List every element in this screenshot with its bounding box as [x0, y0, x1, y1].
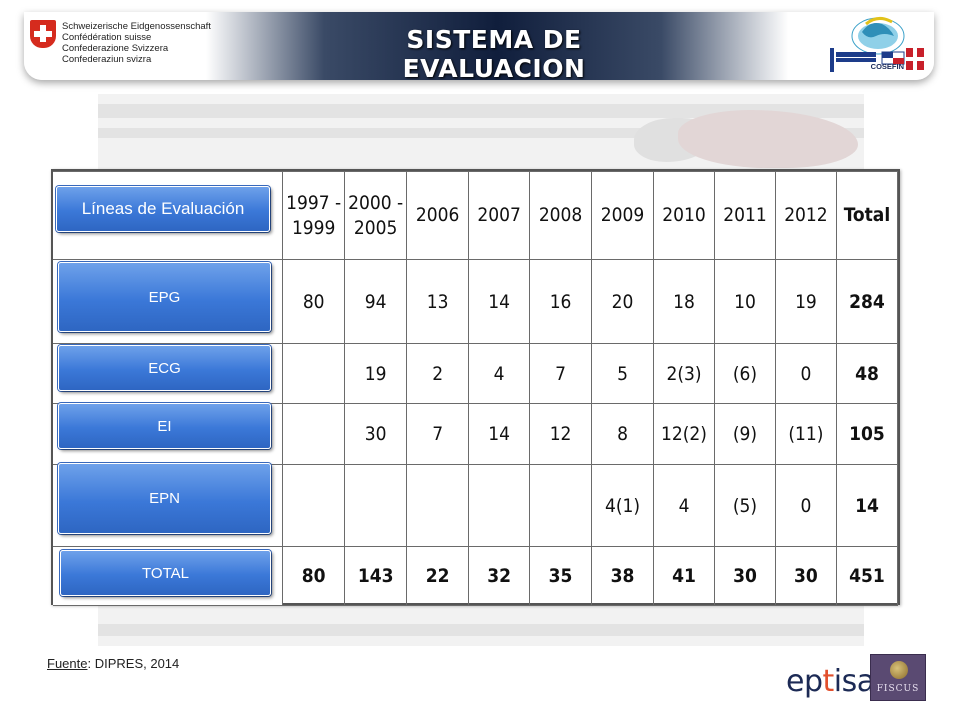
- table-cell-total: 105: [835, 403, 899, 465]
- header-banner: Schweizerische Eidgenossenschaft Confédé…: [24, 12, 934, 80]
- table-cell: 16: [529, 259, 593, 344]
- page-title: SISTEMA DE EVALUACION: [402, 25, 586, 80]
- table-cell: 7: [406, 403, 470, 465]
- table-cell: 20: [591, 259, 655, 344]
- table-cell-total: 14: [835, 464, 899, 547]
- swiss-line: Confédération suisse: [62, 32, 152, 43]
- table-cell: 2(3): [653, 343, 715, 404]
- table-cell: 4: [653, 464, 715, 547]
- table-cell: 7: [529, 343, 593, 404]
- swiss-line: Confederazione Svizzera: [62, 43, 169, 54]
- source-note: Fuente: DIPRES, 2014: [47, 656, 179, 671]
- swiss-line: Confederaziun svizra: [62, 54, 152, 65]
- column-header: 2006: [406, 171, 470, 260]
- source-label: Fuente: [47, 656, 88, 671]
- table-cell: 80: [282, 259, 346, 344]
- fiscus-logo: FISCUS: [870, 654, 926, 701]
- column-header: 2009: [591, 171, 655, 260]
- eptisa-logo: eptisa: [786, 664, 875, 699]
- table-cell: 14: [468, 403, 531, 465]
- table-cell: [529, 464, 593, 547]
- table-cell: 30: [713, 546, 776, 606]
- table-cell: 19: [774, 259, 837, 344]
- table-cell: 41: [653, 546, 715, 606]
- cosefin-label: COSEFIN: [870, 62, 904, 71]
- table-cell: 35: [529, 546, 593, 606]
- table-cell: 19: [344, 343, 408, 404]
- ecg-button[interactable]: ECG: [58, 345, 271, 391]
- column-header-label: 2000 - 2005: [348, 191, 404, 239]
- table-cell: [282, 403, 346, 465]
- table-cell: (5): [713, 464, 776, 547]
- table-cell: 38: [591, 546, 655, 606]
- ei-button[interactable]: EI: [58, 403, 271, 449]
- table-cell: (9): [713, 403, 776, 465]
- table-cell: 30: [344, 403, 408, 465]
- table-cell: 4(1): [591, 464, 655, 547]
- table-cell: 143: [344, 546, 408, 606]
- cosefin-logo: [830, 17, 924, 72]
- table-cell: 14: [468, 259, 531, 344]
- column-header-label: 1997 - 1999: [286, 191, 342, 239]
- table-cell: [282, 343, 346, 404]
- table-cell: 12(2): [653, 403, 715, 465]
- table-cell: [468, 464, 531, 547]
- table-cell: 30: [774, 546, 837, 606]
- table-cell: 94: [344, 259, 408, 344]
- table-cell: 32: [468, 546, 531, 606]
- table-cell: (11): [774, 403, 837, 465]
- fiscus-label: FISCUS: [876, 684, 920, 694]
- swiss-line: Schweizerische Eidgenossenschaft: [62, 21, 211, 32]
- evaluation-lines-header-button[interactable]: Líneas de Evaluación: [56, 186, 270, 232]
- table-cell: 22: [406, 546, 470, 606]
- table-cell: [282, 464, 346, 547]
- swiss-flag-icon: [30, 20, 56, 48]
- total-button[interactable]: TOTAL: [60, 550, 271, 596]
- table-cell: 5: [591, 343, 655, 404]
- table-cell: 8: [591, 403, 655, 465]
- table-cell: 18: [653, 259, 715, 344]
- table-cell: [406, 464, 470, 547]
- column-header: 2011: [713, 171, 776, 260]
- table-cell: 0: [774, 343, 837, 404]
- table-cell-total: 48: [835, 343, 899, 404]
- source-text: : DIPRES, 2014: [87, 656, 180, 671]
- table-cell: [344, 464, 408, 547]
- table-cell-total: 451: [835, 546, 899, 606]
- table-cell: 2: [406, 343, 470, 404]
- column-header: 2008: [529, 171, 593, 260]
- table-cell: 13: [406, 259, 470, 344]
- epg-button[interactable]: EPG: [58, 262, 271, 332]
- table-cell: 10: [713, 259, 776, 344]
- column-header: 2012: [774, 171, 837, 260]
- table-cell-total: 284: [835, 259, 899, 344]
- column-header-total: Total: [835, 171, 899, 260]
- epn-button[interactable]: EPN: [58, 463, 271, 534]
- table-cell: 80: [282, 546, 346, 606]
- table-cell: (6): [713, 343, 776, 404]
- table-cell: 12: [529, 403, 593, 465]
- table-cell: 0: [774, 464, 837, 547]
- swiss-confederation-text: Schweizerische Eidgenossenschaft Confédé…: [62, 21, 211, 65]
- column-header: 1997 - 1999: [282, 171, 346, 260]
- column-header: 2000 - 2005: [344, 171, 408, 260]
- table-cell: 4: [468, 343, 531, 404]
- column-header: 2010: [653, 171, 715, 260]
- fiscus-coin-icon: [890, 661, 908, 679]
- column-header: 2007: [468, 171, 531, 260]
